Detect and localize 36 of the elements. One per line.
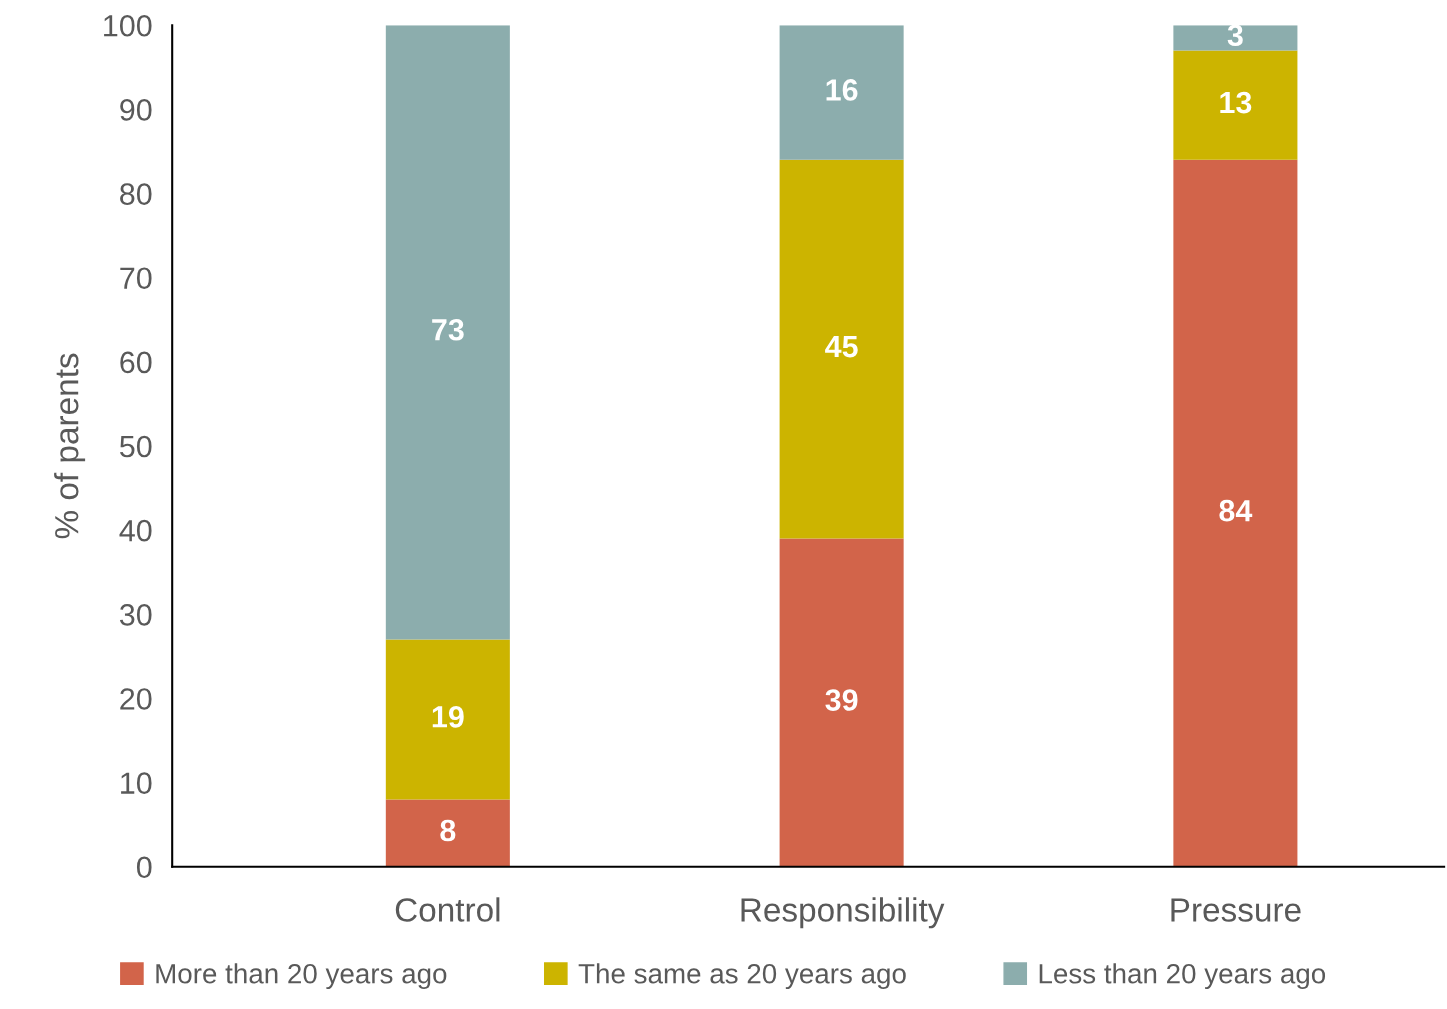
y-tick-label: 20 [120,688,152,710]
y-tick-label: 60 [120,351,152,374]
y-tick-label: 10 [121,772,152,794]
data-label: 84 [1219,499,1253,522]
bar [1173,25,1298,51]
data-label: 73 [432,318,464,341]
y-axis-title: % of parents [54,353,86,539]
y-tick-label: 100 [104,14,152,37]
legend-label: The same as 20 years ago [578,963,906,990]
data-label: 39 [825,689,858,711]
data-label: 13 [1220,91,1252,114]
bar [385,25,510,640]
bar [779,538,904,867]
y-tick-label: 40 [119,519,152,542]
y-tick-label: 80 [120,183,152,205]
data-label: 8 [440,819,456,842]
data-label: 19 [432,706,464,728]
x-tick-label: Responsibility [741,897,945,929]
bar [779,25,904,160]
y-tick-label: 90 [120,99,152,121]
legend-label: Less than 20 years ago [1039,963,1326,990]
bar [385,639,510,800]
y-tick-label: 50 [119,435,152,458]
x-tick-label: Control [395,897,500,922]
bar [1173,159,1298,867]
y-tick-label: 30 [119,604,152,626]
legend-label: More than 20 years ago [156,963,447,990]
x-tick-label: Pressure [1171,898,1301,922]
data-label: 3 [1227,24,1243,47]
bar [1173,50,1298,160]
bar [779,159,904,539]
data-label: 45 [825,336,858,358]
y-tick-label: 0 [136,856,152,879]
bar [385,799,510,867]
data-label: 16 [826,79,858,101]
y-tick-label: 70 [120,267,152,290]
